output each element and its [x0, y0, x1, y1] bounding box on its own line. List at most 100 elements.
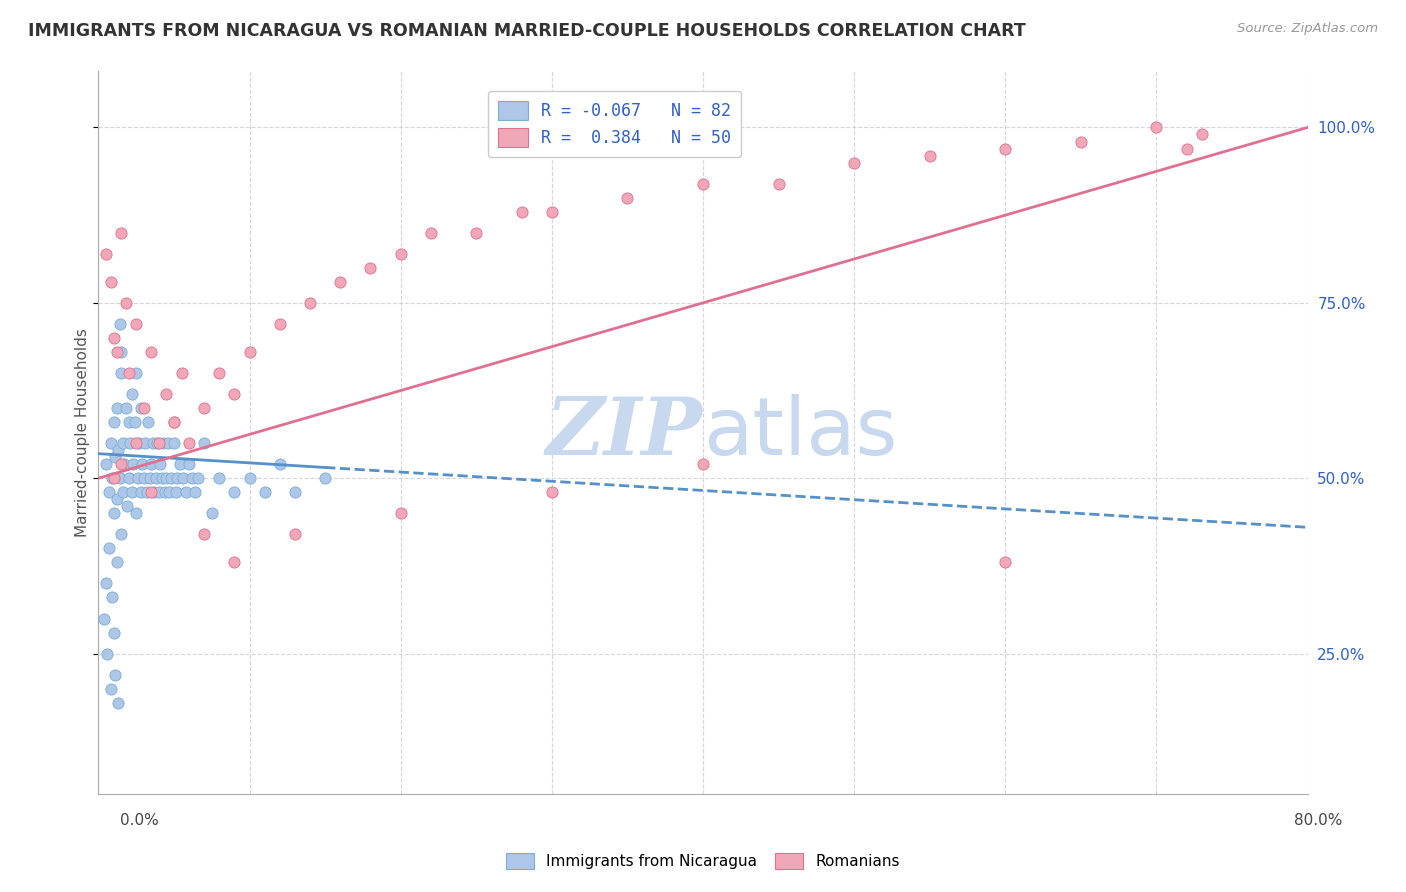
- Point: [98, 541, 121, 556]
- Point: [146, 436, 169, 450]
- Point: [108, 471, 131, 485]
- Point: [94, 246, 117, 260]
- Text: atlas: atlas: [703, 393, 897, 472]
- Point: [108, 317, 131, 331]
- Point: [111, 436, 134, 450]
- Point: [163, 436, 186, 450]
- Point: [616, 191, 638, 205]
- Text: Source: ZipAtlas.com: Source: ZipAtlas.com: [1237, 22, 1378, 36]
- Point: [510, 204, 533, 219]
- Point: [389, 506, 412, 520]
- Point: [169, 457, 191, 471]
- Point: [125, 317, 148, 331]
- Point: [111, 485, 134, 500]
- Point: [141, 485, 163, 500]
- Point: [360, 260, 382, 275]
- Point: [284, 485, 307, 500]
- Point: [179, 457, 201, 471]
- Point: [692, 457, 714, 471]
- Point: [103, 415, 125, 429]
- Point: [131, 457, 153, 471]
- Point: [181, 471, 204, 485]
- Text: 0.0%: 0.0%: [120, 814, 159, 828]
- Point: [193, 401, 215, 415]
- Point: [101, 591, 124, 605]
- Point: [1175, 142, 1198, 156]
- Point: [174, 485, 197, 500]
- Point: [1070, 135, 1092, 149]
- Point: [125, 436, 148, 450]
- Point: [127, 471, 149, 485]
- Point: [128, 436, 150, 450]
- Point: [142, 436, 165, 450]
- Point: [389, 246, 412, 260]
- Point: [193, 436, 215, 450]
- Point: [118, 471, 141, 485]
- Point: [139, 471, 162, 485]
- Point: [105, 401, 128, 415]
- Point: [110, 366, 132, 380]
- Point: [208, 471, 231, 485]
- Point: [103, 506, 125, 520]
- Point: [170, 366, 193, 380]
- Point: [93, 611, 115, 625]
- Point: [540, 485, 562, 500]
- Point: [159, 485, 181, 500]
- Point: [94, 457, 117, 471]
- Point: [184, 485, 207, 500]
- Point: [201, 506, 224, 520]
- Point: [110, 345, 132, 359]
- Point: [148, 436, 170, 450]
- Point: [124, 415, 146, 429]
- Point: [918, 148, 941, 162]
- Point: [103, 331, 125, 345]
- Point: [768, 177, 790, 191]
- Point: [269, 317, 291, 331]
- Point: [1191, 128, 1213, 142]
- Point: [121, 387, 143, 401]
- Point: [110, 527, 132, 541]
- Point: [165, 485, 187, 500]
- Point: [118, 415, 141, 429]
- Point: [540, 204, 562, 219]
- Point: [224, 387, 246, 401]
- Point: [269, 457, 291, 471]
- Text: IMMIGRANTS FROM NICARAGUA VS ROMANIAN MARRIED-COUPLE HOUSEHOLDS CORRELATION CHAR: IMMIGRANTS FROM NICARAGUA VS ROMANIAN MA…: [28, 22, 1026, 40]
- Point: [100, 275, 122, 289]
- Point: [104, 667, 127, 681]
- Point: [122, 457, 145, 471]
- Point: [156, 436, 179, 450]
- Point: [179, 436, 201, 450]
- Legend: R = -0.067   N = 82, R =  0.384   N = 50: R = -0.067 N = 82, R = 0.384 N = 50: [488, 90, 741, 157]
- Point: [329, 275, 352, 289]
- Point: [118, 366, 141, 380]
- Point: [224, 485, 246, 500]
- Point: [125, 366, 148, 380]
- Point: [105, 492, 128, 507]
- Point: [994, 142, 1017, 156]
- Point: [132, 471, 155, 485]
- Text: 80.0%: 80.0%: [1295, 814, 1343, 828]
- Point: [110, 226, 132, 240]
- Point: [100, 681, 122, 696]
- Point: [136, 415, 159, 429]
- Point: [100, 436, 122, 450]
- Point: [125, 506, 148, 520]
- Point: [239, 471, 262, 485]
- Point: [104, 450, 127, 465]
- Point: [105, 345, 128, 359]
- Legend: Immigrants from Nicaragua, Romanians: Immigrants from Nicaragua, Romanians: [501, 847, 905, 875]
- Point: [1144, 120, 1167, 135]
- Point: [253, 485, 276, 500]
- Point: [141, 457, 163, 471]
- Point: [844, 155, 866, 169]
- Point: [208, 366, 231, 380]
- Point: [692, 177, 714, 191]
- Point: [166, 471, 188, 485]
- Point: [101, 471, 124, 485]
- Point: [284, 527, 307, 541]
- Y-axis label: Married-couple Households: Married-couple Households: [75, 328, 90, 537]
- Point: [148, 485, 170, 500]
- Point: [112, 457, 135, 471]
- Point: [129, 401, 152, 415]
